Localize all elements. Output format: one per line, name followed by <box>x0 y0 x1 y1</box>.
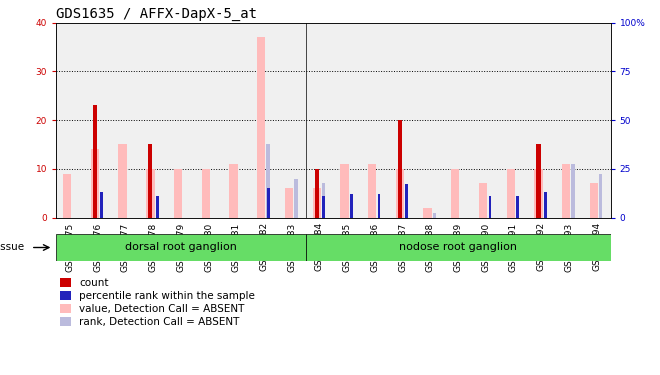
Bar <box>341 164 348 218</box>
Bar <box>405 184 408 218</box>
Bar <box>119 144 127 218</box>
Bar <box>378 194 380 217</box>
Bar <box>306 234 610 261</box>
Bar <box>56 234 306 261</box>
Bar <box>63 174 71 217</box>
Bar <box>544 192 546 217</box>
Bar <box>322 196 325 217</box>
Text: dorsal root ganglion: dorsal root ganglion <box>125 243 237 252</box>
Bar <box>350 194 352 217</box>
Bar <box>147 169 154 217</box>
Bar <box>202 169 210 217</box>
Bar <box>599 174 603 217</box>
Bar <box>322 183 325 218</box>
Bar <box>368 164 376 218</box>
Bar <box>451 169 459 217</box>
Bar <box>488 196 491 217</box>
Bar <box>313 188 321 218</box>
Bar <box>395 169 404 217</box>
Bar <box>284 188 293 218</box>
Bar <box>267 144 270 218</box>
Bar <box>294 178 298 218</box>
Bar <box>507 169 515 217</box>
Bar <box>230 164 238 218</box>
Bar <box>156 196 158 217</box>
Text: nodose root ganglion: nodose root ganglion <box>399 243 517 252</box>
Bar <box>516 196 519 217</box>
Bar <box>93 105 97 218</box>
Bar <box>590 183 598 218</box>
Bar <box>572 164 575 218</box>
Bar <box>537 144 541 218</box>
Bar <box>267 188 269 218</box>
Bar <box>479 183 487 218</box>
Text: GDS1635 / AFFX-DapX-5_at: GDS1635 / AFFX-DapX-5_at <box>56 8 257 21</box>
Bar <box>562 164 570 218</box>
Bar <box>433 213 436 217</box>
Bar <box>91 149 99 217</box>
Legend: count, percentile rank within the sample, value, Detection Call = ABSENT, rank, : count, percentile rank within the sample… <box>56 274 259 332</box>
Text: tissue: tissue <box>0 243 25 252</box>
Bar <box>424 208 432 218</box>
Bar <box>148 144 152 218</box>
Bar <box>257 37 265 218</box>
Bar <box>535 169 543 217</box>
Bar <box>398 120 402 218</box>
Bar <box>100 192 103 217</box>
Bar <box>315 169 319 217</box>
Bar <box>174 169 182 217</box>
